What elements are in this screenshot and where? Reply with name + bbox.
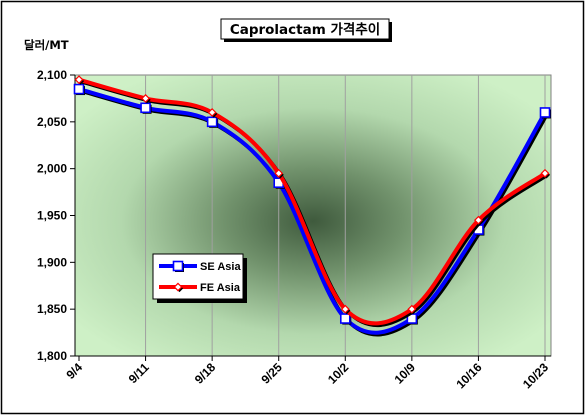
y-tick-label: 1,850 <box>37 302 67 316</box>
data-point <box>207 108 217 117</box>
legend-swatch-marker <box>172 260 184 272</box>
y-tick-label: 2,100 <box>37 68 67 82</box>
series-se-asia <box>73 83 551 337</box>
data-point <box>340 304 350 314</box>
legend-item: FE Asia <box>159 282 241 294</box>
legend: SE Asia FE Asia <box>152 253 247 303</box>
data-point <box>73 83 85 95</box>
data-point <box>473 215 483 225</box>
series-fe-asia <box>74 75 551 327</box>
data-point <box>206 116 218 128</box>
data-point <box>140 102 151 114</box>
data-point <box>407 304 417 314</box>
y-tick-label: 1,900 <box>37 255 67 269</box>
series-line <box>77 77 547 326</box>
y-tick-label: 2,000 <box>37 162 67 176</box>
data-point <box>339 313 351 324</box>
y-tick-label: 1,800 <box>37 349 67 363</box>
y-axis-unit-label: 달러/MT <box>24 38 69 52</box>
legend-label: SE Asia <box>200 261 241 273</box>
legend-label: FE Asia <box>200 282 241 294</box>
chart-title-box: Caprolactam 가격추이 <box>220 18 392 42</box>
legend-item: SE Asia <box>159 260 241 273</box>
y-tick-label: 2,050 <box>37 115 67 129</box>
plot-area <box>74 74 552 357</box>
data-point <box>141 93 151 103</box>
series-layer <box>73 75 551 337</box>
chart-title: Caprolactam 가격추이 <box>230 21 380 38</box>
legend-swatch-marker <box>173 282 183 292</box>
data-point <box>539 107 551 118</box>
y-tick-label: 1,950 <box>37 209 67 223</box>
data-point <box>540 168 550 178</box>
data-point <box>274 168 284 178</box>
data-point <box>74 75 84 85</box>
